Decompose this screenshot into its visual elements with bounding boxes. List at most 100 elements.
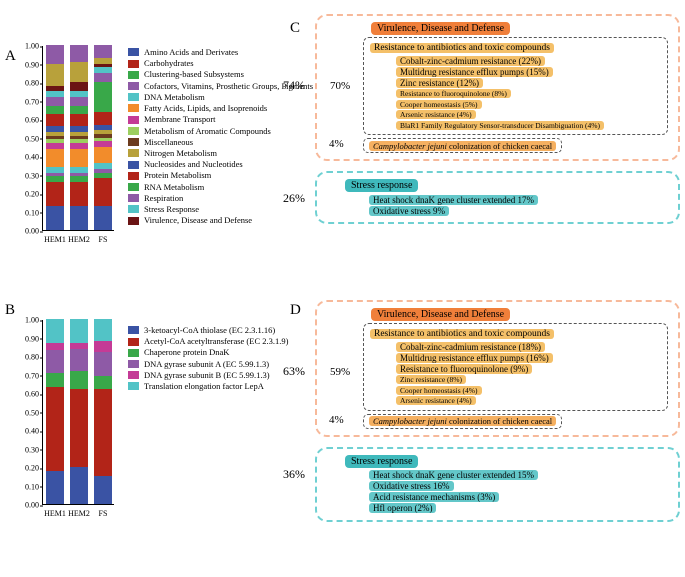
legend-swatch: [128, 326, 139, 334]
legend-item: Acetyl-CoA acetyltransferase (EC 2.3.1.9…: [128, 336, 288, 347]
resistance-item: Arsenic resistance (4%): [396, 110, 476, 119]
resistance-item: Zinc resistance (12%): [396, 78, 483, 88]
campy-row: 4%Campylobacter jejuni colonization of c…: [363, 138, 668, 153]
y-tick: 0.80: [17, 353, 39, 362]
resistance-item: BlaR1 Family Regulatory Sensor-transduce…: [396, 121, 604, 130]
stress-item: Hfl operon (2%): [369, 503, 436, 513]
inner-percent: 59%: [330, 366, 350, 378]
legend-item: Chaperone protein DnaK: [128, 347, 288, 358]
bar-segment: [70, 62, 88, 82]
y-tick: 0.30: [17, 445, 39, 454]
legend-label: Acetyl-CoA acetyltransferase (EC 2.3.1.9…: [144, 336, 288, 347]
legend-item: Virulence, Disease and Defense: [128, 215, 313, 226]
chart-b-legend: 3-ketoacyl-CoA thiolase (EC 2.3.1.16)Ace…: [128, 325, 288, 392]
resistance-item: Cooper homeostasis (5%): [396, 100, 482, 109]
legend-label: Virulence, Disease and Defense: [144, 215, 252, 226]
bar-segment: [70, 82, 88, 91]
bar-segment: [94, 82, 112, 112]
legend-item: Carbohydrates: [128, 58, 313, 69]
bar-segment: [46, 206, 64, 230]
y-tick: 0.50: [17, 408, 39, 417]
bar-segment: [70, 206, 88, 230]
legend-swatch: [128, 371, 139, 379]
legend-label: DNA gyrase subunit A (EC 5.99.1.3): [144, 359, 269, 370]
panel-label-c: C: [290, 20, 300, 37]
chart-b-plot: 0.000.100.200.300.400.500.600.700.800.90…: [42, 320, 114, 505]
resistance-item: Cooper homeostasis (4%): [396, 386, 482, 395]
stress-title: Stress response: [345, 179, 418, 192]
legend-label: Metabolism of Aromatic Compounds: [144, 126, 271, 137]
panel-c: Virulence, Disease and Defense74%70%Resi…: [315, 14, 680, 224]
legend-item: Protein Metabolism: [128, 170, 313, 181]
legend-label: 3-ketoacyl-CoA thiolase (EC 2.3.1.16): [144, 325, 275, 336]
legend-label: Carbohydrates: [144, 58, 194, 69]
vdd-box: Virulence, Disease and Defense63%59%Resi…: [315, 300, 680, 437]
bar-column: [46, 45, 64, 230]
stress-box: 26%Stress responseHeat shock dnaK gene c…: [315, 171, 680, 224]
campy-box: Campylobacter jejuni colonization of chi…: [363, 414, 562, 429]
stress-item: Heat shock dnaK gene cluster extended 15…: [369, 470, 538, 480]
stress-item: Oxidative stress 9%: [369, 206, 449, 216]
legend-item: Amino Acids and Derivates: [128, 47, 313, 58]
bar-segment: [94, 389, 112, 476]
bar-segment: [94, 376, 112, 389]
bar-segment: [94, 45, 112, 58]
legend-label: Stress Response: [144, 204, 199, 215]
bar-segment: [70, 371, 88, 390]
legend-swatch: [128, 48, 139, 56]
resistance-item: Resistance to fluoroquinolone (8%): [396, 89, 511, 98]
y-tick: 0.10: [17, 482, 39, 491]
legend-label: Fatty Acids, Lipids, and Isoprenoids: [144, 103, 267, 114]
bar-segment: [94, 206, 112, 230]
legend-label: Nitrogen Metabolism: [144, 148, 217, 159]
legend-label: Clustering-based Subsystems: [144, 69, 244, 80]
x-label: FS: [88, 235, 118, 244]
bar-segment: [70, 182, 88, 206]
bar-segment: [70, 106, 88, 113]
legend-item: DNA gyrase subunit A (EC 5.99.1.3): [128, 359, 288, 370]
legend-item: DNA gyrase subunit B (EC 5.99.1.3): [128, 370, 288, 381]
legend-label: Amino Acids and Derivates: [144, 47, 238, 58]
legend-label: Translation elongation factor LepA: [144, 381, 264, 392]
y-tick: 0.40: [17, 427, 39, 436]
bar-segment: [94, 341, 112, 352]
bar-column: [94, 319, 112, 504]
bar-segment: [70, 349, 88, 371]
y-tick: 0.50: [17, 134, 39, 143]
bar-segment: [46, 387, 64, 470]
outer-percent: 63%: [283, 364, 305, 379]
bar-segment: [46, 471, 64, 504]
inner-box: 70%Resistance to antibiotics and toxic c…: [363, 37, 668, 135]
bar-segment: [94, 73, 112, 82]
vdd-box: Virulence, Disease and Defense74%70%Resi…: [315, 14, 680, 161]
panel-label-b: B: [5, 302, 15, 319]
campy-percent: 4%: [329, 414, 344, 426]
legend-swatch: [128, 217, 139, 225]
legend-swatch: [128, 93, 139, 101]
bar-segment: [94, 178, 112, 206]
bar-segment: [46, 45, 64, 64]
inner-percent: 70%: [330, 80, 350, 92]
legend-swatch: [128, 104, 139, 112]
bar-segment: [70, 149, 88, 168]
y-tick: 0.30: [17, 171, 39, 180]
legend-swatch: [128, 382, 139, 390]
bar-column: [70, 319, 88, 504]
chart-a: 0.000.100.200.300.400.500.600.700.800.90…: [42, 46, 114, 231]
legend-item: Nucleosides and Nucleotides: [128, 159, 313, 170]
stress-box: 36%Stress responseHeat shock dnaK gene c…: [315, 447, 680, 522]
legend-item: Translation elongation factor LepA: [128, 381, 288, 392]
bar-segment: [70, 319, 88, 343]
stress-item: Heat shock dnaK gene cluster extended 17…: [369, 195, 538, 205]
resistance-item: Multidrug resistance efflux pumps (16%): [396, 353, 553, 363]
campy-text: Campylobacter jejuni colonization of chi…: [369, 416, 556, 426]
inner-title: Resistance to antibiotics and toxic comp…: [370, 329, 554, 339]
resistance-item: Multidrug resistance efflux pumps (15%): [396, 67, 553, 77]
bar-segment: [46, 149, 64, 168]
bar-segment: [94, 112, 112, 125]
y-tick: 0.10: [17, 208, 39, 217]
inner-box: 59%Resistance to antibiotics and toxic c…: [363, 323, 668, 411]
legend-item: Nitrogen Metabolism: [128, 148, 313, 159]
legend-swatch: [128, 149, 139, 157]
campy-percent: 4%: [329, 138, 344, 150]
